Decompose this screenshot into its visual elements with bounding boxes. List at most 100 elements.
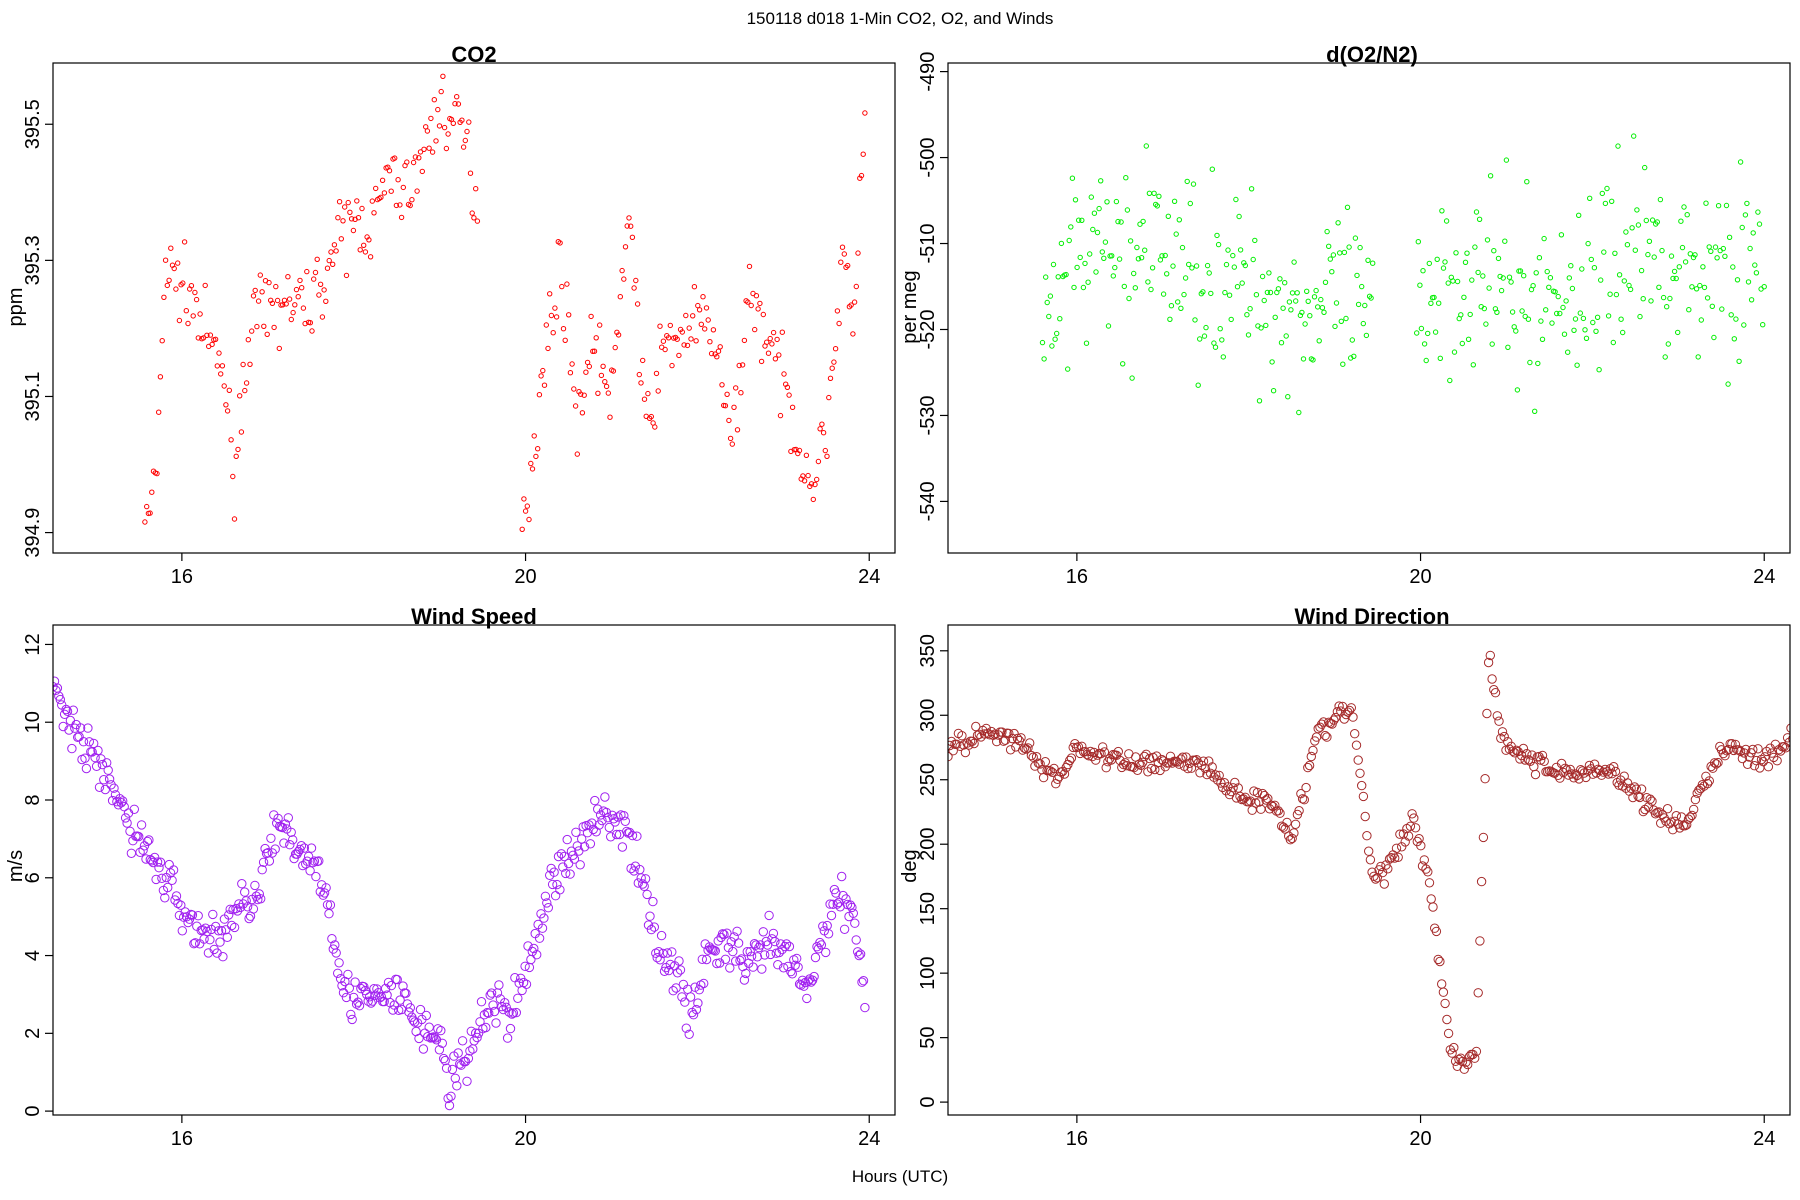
co2-point	[250, 293, 257, 299]
o2-point	[1665, 341, 1672, 347]
co2-point	[361, 242, 367, 249]
o2-point	[1585, 240, 1591, 247]
co2-point	[820, 430, 827, 436]
wind-direction-point	[1476, 876, 1487, 887]
wind-direction-point	[1729, 745, 1739, 756]
wind-direction-point	[948, 751, 953, 762]
wind-speed-point	[314, 856, 324, 866]
wind-speed-point	[91, 761, 102, 771]
o2-point	[1709, 303, 1716, 309]
o2-point	[1201, 333, 1208, 339]
wind-speed-point	[646, 924, 657, 935]
o2-point	[1423, 357, 1429, 364]
o2-point	[1505, 344, 1511, 350]
co2-point	[209, 341, 215, 348]
wind-speed-point	[218, 952, 228, 962]
co2-point	[333, 248, 339, 254]
co2-point	[460, 144, 467, 150]
o2-point	[1744, 200, 1750, 207]
o2-point	[1604, 185, 1610, 192]
wind-speed-point	[722, 928, 732, 938]
o2-point	[1318, 296, 1324, 303]
wind-direction-point	[1471, 1046, 1482, 1057]
co2-point	[190, 313, 196, 319]
o2-point	[1640, 296, 1646, 302]
wind-direction-point	[1018, 745, 1028, 755]
wind-speed-point	[102, 758, 112, 768]
wind-speed-ytick-label: 6	[22, 872, 44, 883]
o2-point	[1098, 178, 1104, 184]
wind-speed-point	[577, 834, 587, 844]
o2-point	[1673, 275, 1679, 282]
wind-speed-point	[587, 818, 597, 828]
o2-point	[1712, 244, 1719, 250]
wind-direction-point	[1539, 756, 1549, 766]
o2-point	[1247, 306, 1253, 312]
o2-point	[1609, 198, 1615, 205]
wind-speed-point	[84, 737, 95, 747]
wind-speed-point	[144, 835, 154, 845]
o2-point	[1555, 293, 1561, 300]
wind-speed-point	[443, 1093, 453, 1104]
wind-speed-point	[520, 961, 530, 971]
wind-direction-point	[1405, 821, 1416, 831]
o2-point	[1660, 294, 1667, 301]
wind-direction-point	[1692, 788, 1702, 798]
wind-speed-point	[363, 996, 373, 1006]
co2-point	[655, 388, 661, 394]
wind-speed-point	[751, 940, 761, 950]
co2-point	[224, 408, 231, 414]
wind-direction-point	[1438, 987, 1449, 997]
o2-point	[1706, 244, 1712, 250]
wind-direction-point	[1023, 743, 1033, 753]
co2-point	[450, 120, 456, 127]
o2-point	[1676, 264, 1683, 270]
co2-point	[245, 337, 252, 343]
co2-point	[414, 188, 420, 194]
co2-point	[831, 359, 837, 365]
o2-point	[1494, 309, 1500, 315]
co2-point	[832, 346, 839, 352]
wind-direction-point	[1329, 715, 1339, 725]
o2-xtick-label: 24	[1753, 566, 1775, 588]
wind-speed-point	[665, 959, 675, 970]
o2-point	[1110, 273, 1117, 279]
o2-xtick-label: 20	[1409, 566, 1431, 588]
co2-point	[824, 453, 830, 459]
wind-direction-point	[1485, 650, 1496, 661]
wind-direction-ytick-label: 50	[917, 1027, 939, 1049]
o2-point	[1642, 164, 1648, 171]
wind-speed-point	[729, 932, 739, 942]
co2-point	[362, 249, 369, 255]
o2-point	[1164, 271, 1170, 277]
co2-point	[688, 336, 694, 342]
wind-speed-point	[351, 999, 362, 1009]
co2-point	[829, 365, 835, 371]
co2-point	[171, 265, 177, 272]
o2-point	[1736, 358, 1742, 364]
o2-point	[1357, 244, 1363, 251]
wind-speed-point	[266, 833, 276, 843]
wind-direction-point	[1275, 808, 1285, 818]
wind-speed-point	[629, 866, 639, 876]
co2-point	[676, 352, 682, 359]
o2-point	[1453, 250, 1459, 256]
wind-speed-point	[664, 965, 674, 976]
wind-speed-point	[306, 843, 317, 853]
wind-speed-ytick-label: 4	[22, 950, 44, 961]
co2-point	[564, 281, 570, 287]
o2-point	[1701, 284, 1708, 291]
wind-speed-point	[118, 796, 128, 806]
wind-direction-point	[1230, 777, 1240, 788]
o2-point	[1543, 307, 1549, 313]
co2-point	[397, 202, 403, 208]
o2-point	[1322, 279, 1329, 285]
wind-speed-point	[165, 868, 176, 878]
o2-point	[1454, 278, 1461, 285]
wind-speed-point	[174, 910, 185, 921]
o2-point	[1447, 377, 1453, 384]
wind-speed-point	[542, 898, 552, 908]
wind-direction-point	[1682, 820, 1692, 830]
wind-speed-point	[731, 956, 741, 966]
o2-point	[1739, 224, 1745, 231]
